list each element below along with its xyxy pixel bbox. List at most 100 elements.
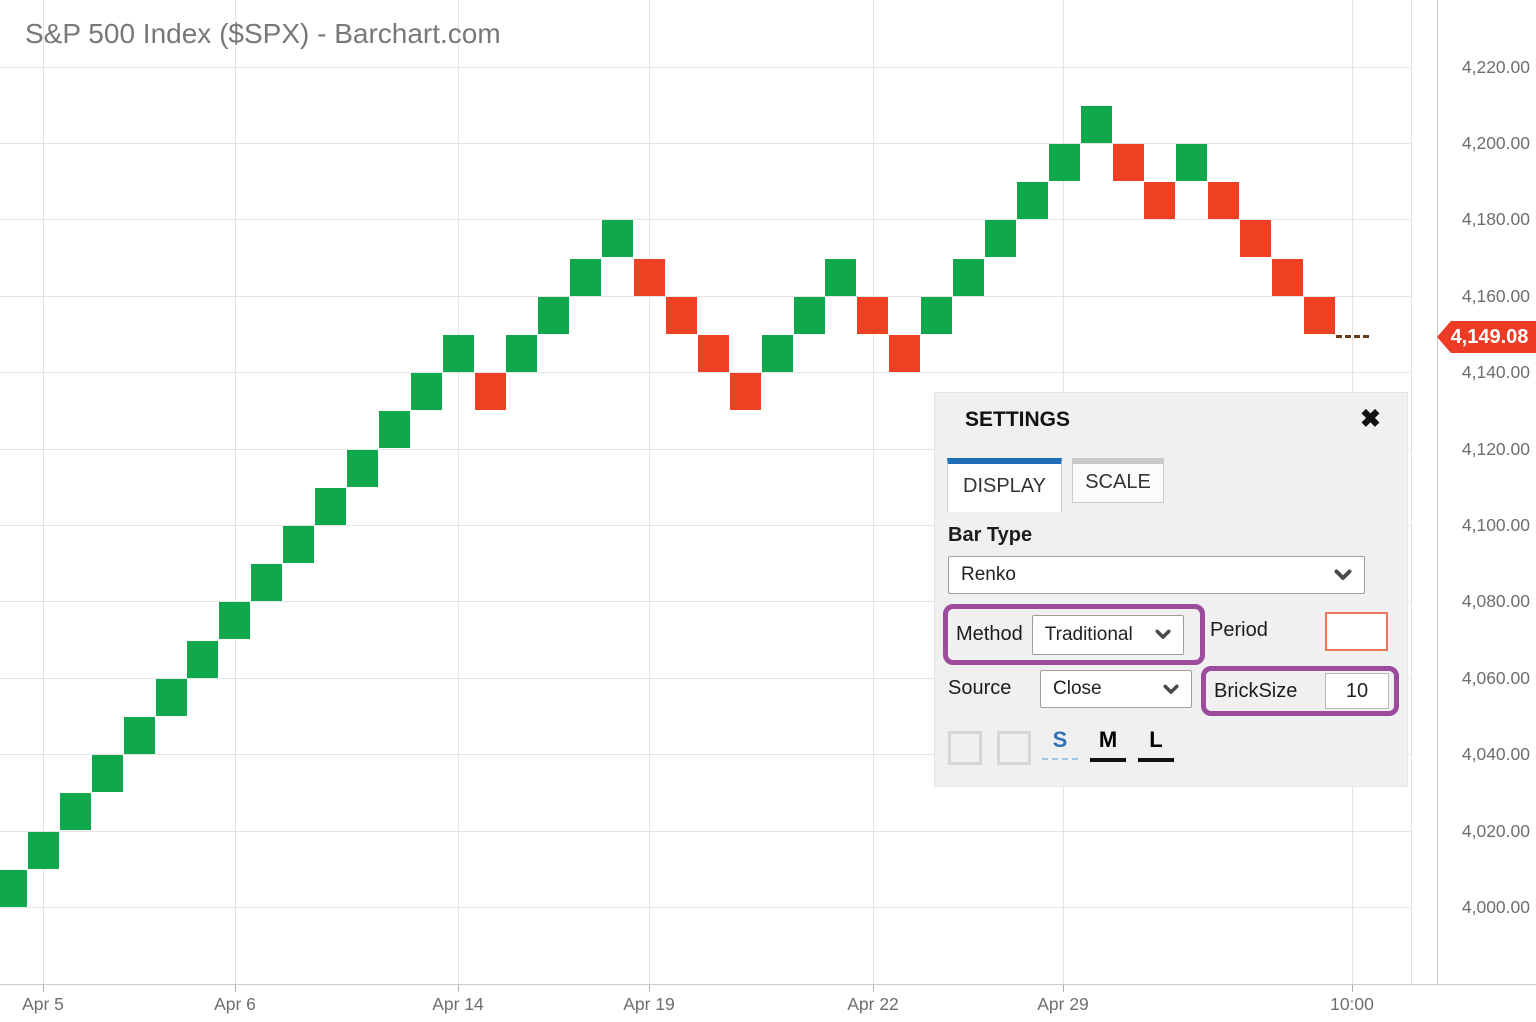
h-gridline [0,601,1411,602]
tab-display-label: DISPLAY [963,475,1046,497]
bricksize-label: BrickSize [1214,679,1298,702]
tab-scale[interactable]: SCALE [1072,458,1164,503]
renko-brick-up [506,335,537,372]
renko-brick-up [1176,144,1207,181]
y-axis-label: 4,100.00 [1461,515,1530,535]
renko-brick-down [889,335,920,372]
renko-brick-down [730,373,761,410]
method-select[interactable]: Traditional [1031,614,1184,655]
y-axis-label: 4,180.00 [1461,209,1530,229]
renko-brick-up [1017,182,1048,219]
renko-brick-down [475,373,506,410]
x-axis-tick [873,984,874,992]
tab-scale-label: SCALE [1085,471,1151,493]
current-price-value: 4,149.08 [1450,326,1529,348]
y-axis-label: 4,120.00 [1461,439,1530,459]
y-axis-label: 4,140.00 [1461,362,1530,382]
bricksize-highlight-box: BrickSize 10 [1201,666,1399,716]
x-axis-line [0,984,1536,985]
y-axis-label: 4,000.00 [1461,897,1530,917]
renko-brick-up [1049,144,1080,181]
x-axis-tick [235,984,236,992]
y-axis-label: 4,160.00 [1461,286,1530,306]
method-value: Traditional [1044,623,1133,645]
size-option-small[interactable]: S [1042,727,1078,760]
renko-brick-down [1113,144,1144,181]
x-axis-label: Apr 22 [847,994,899,1014]
bar-type-select[interactable]: Renko [948,556,1365,594]
h-gridline [0,678,1411,679]
renko-brick-up [411,373,442,410]
y-axis-label: 4,040.00 [1461,744,1530,764]
size-option-large[interactable]: L [1138,727,1174,762]
bar-type-value: Renko [961,564,1016,585]
y-axis-line [1437,0,1438,984]
settings-panel-title: SETTINGS [965,408,1071,431]
period-input[interactable] [1325,612,1388,651]
up-color-swatch[interactable] [948,731,982,765]
x-axis-label: Apr 6 [214,994,256,1014]
h-gridline [0,67,1411,68]
renko-brick-up [283,526,314,563]
renko-brick-up [602,220,633,257]
x-axis-label: 10:00 [1330,994,1374,1014]
close-icon[interactable]: ✖ [1360,405,1381,433]
chart-title: S&P 500 Index ($SPX) - Barchart.com [25,18,501,49]
chevron-down-icon [1334,569,1352,580]
renko-brick-down [1144,182,1175,219]
y-axis-label: 4,220.00 [1461,57,1530,77]
renko-brick-down [1304,297,1335,334]
renko-brick-down [1240,220,1271,257]
chevron-down-icon [1155,629,1171,639]
period-label: Period [1210,619,1268,641]
down-color-swatch[interactable] [997,731,1031,765]
renko-brick-up [219,602,250,639]
method-label: Method [956,623,1023,645]
renko-brick-up [124,717,155,754]
renko-brick-down [857,297,888,334]
renko-brick-up [825,259,856,296]
h-gridline [0,449,1411,450]
y-axis-label: 4,200.00 [1461,133,1530,153]
method-highlight-box: Method Traditional [943,604,1205,665]
h-gridline [0,907,1411,908]
bar-type-label: Bar Type [948,524,1033,546]
x-axis-label: Apr 5 [22,994,64,1014]
v-gridline [873,0,874,984]
x-axis-tick [43,984,44,992]
current-price-badge: 4,149.08 [1437,321,1536,353]
y-axis-label: 4,080.00 [1461,591,1530,611]
v-gridline [235,0,236,984]
renko-brick-down [634,259,665,296]
h-gridline [0,372,1411,373]
h-gridline [0,754,1411,755]
v-gridline [458,0,459,984]
y-axis-label: 4,020.00 [1461,821,1530,841]
x-axis-tick [649,984,650,992]
renko-brick-up [538,297,569,334]
settings-panel: SETTINGS ✖ DISPLAY SCALE Bar Type Renko … [935,393,1407,786]
x-axis-tick [1352,984,1353,992]
bricksize-input[interactable]: 10 [1325,673,1389,709]
y-axis-label: 4,060.00 [1461,668,1530,688]
renko-brick-down [1208,182,1239,219]
source-value: Close [1053,678,1102,699]
renko-brick-up [1081,106,1112,143]
renko-brick-down [1272,259,1303,296]
renko-brick-up [347,450,378,487]
renko-brick-down [698,335,729,372]
source-label: Source [948,677,1012,699]
h-gridline [0,525,1411,526]
x-axis-label: Apr 19 [623,994,675,1014]
h-gridline [0,296,1411,297]
renko-brick-up [28,832,59,869]
x-axis-label: Apr 14 [432,994,484,1014]
h-gridline [0,143,1411,144]
tab-display[interactable]: DISPLAY [947,458,1062,512]
source-select[interactable]: Close [1040,670,1192,708]
renko-brick-up [60,793,91,830]
size-option-medium[interactable]: M [1090,727,1126,762]
renko-brick-up [251,564,282,601]
